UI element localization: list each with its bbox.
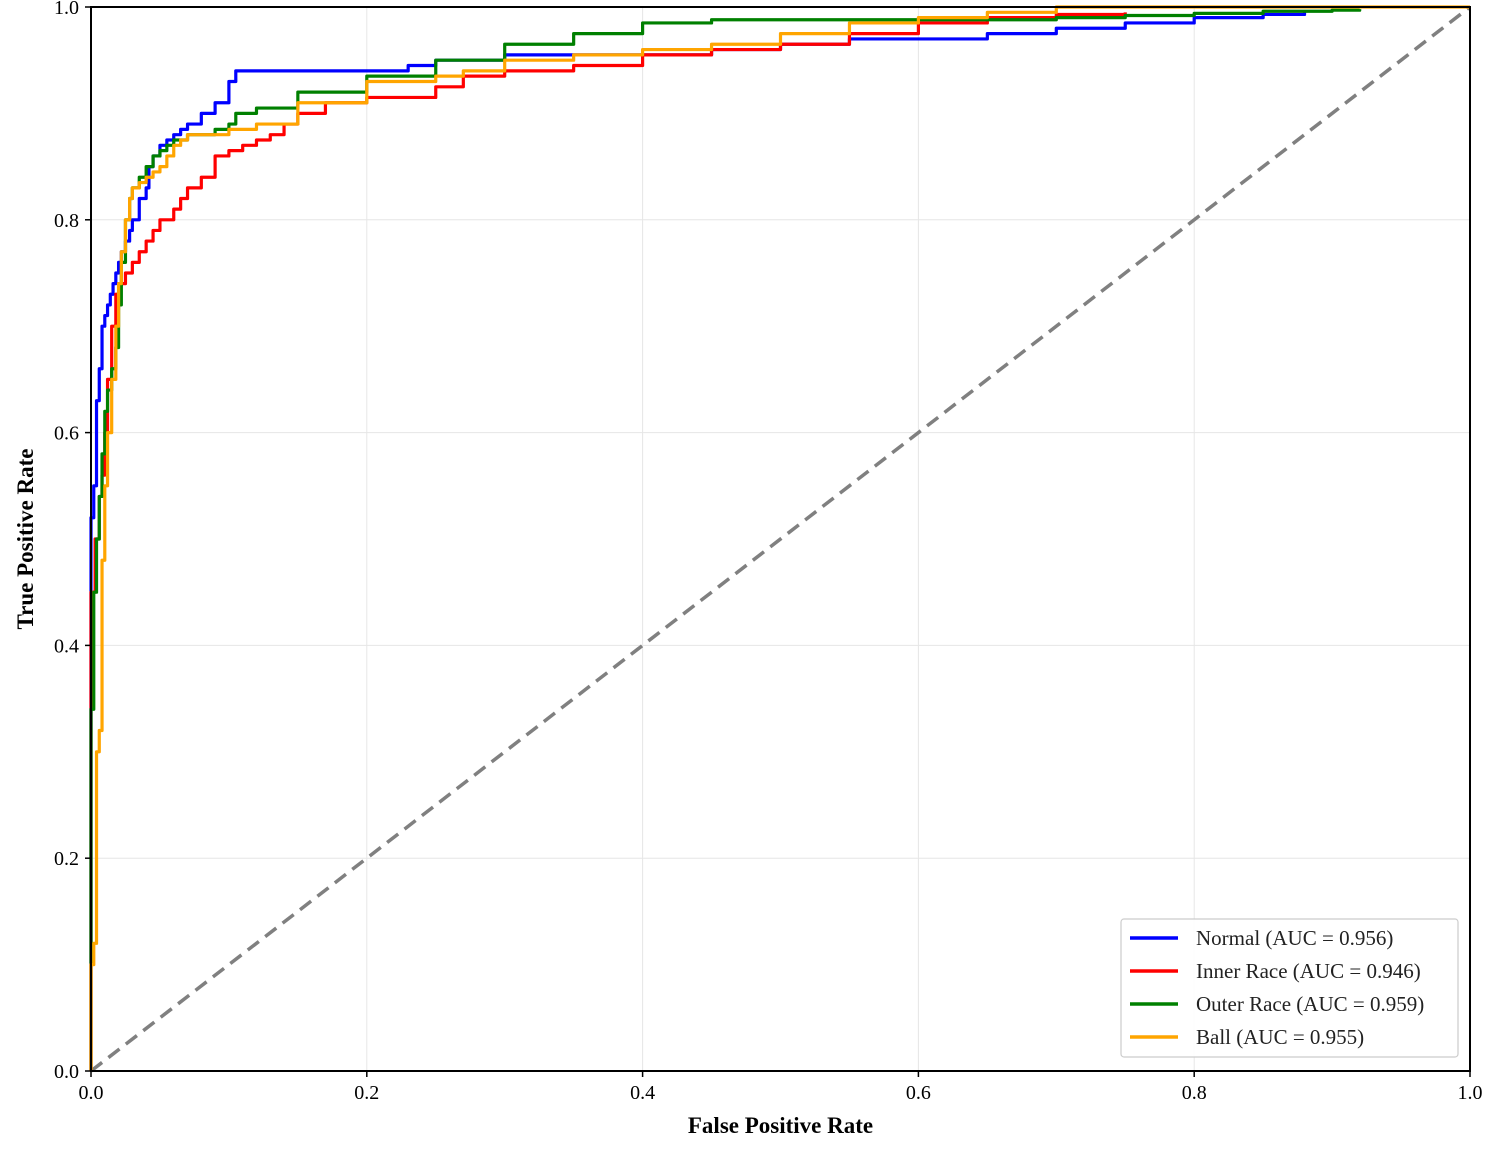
x-tick-label: 0.4 <box>630 1082 655 1104</box>
y-tick-label: 0.4 <box>54 635 79 657</box>
y-tick-label: 1.0 <box>54 0 79 19</box>
y-tick-label: 0.0 <box>54 1061 79 1083</box>
y-tick-label: 0.2 <box>54 848 79 870</box>
y-tick-label: 0.8 <box>54 210 79 232</box>
y-axis-label: True Positive Rate <box>13 449 38 630</box>
plot-frame <box>90 6 1471 1072</box>
series-line-2 <box>89 8 1362 1071</box>
x-tick-label: 0.0 <box>79 1082 104 1104</box>
series-line-1 <box>89 12 1127 1071</box>
x-tick-label: 1.0 <box>1458 1082 1483 1104</box>
legend-entry: Ball (AUC = 0.955) <box>1196 1025 1364 1049</box>
legend-box <box>1120 918 1459 1058</box>
series-line-0 <box>89 12 1307 1071</box>
series-line-3 <box>89 5 1470 1071</box>
legend-entry: Inner Race (AUC = 0.946) <box>1196 959 1421 983</box>
y-tick-label: 0.6 <box>54 423 79 445</box>
legend-entry: Normal (AUC = 0.956) <box>1196 926 1393 950</box>
series-lines <box>89 5 1470 1071</box>
reference-line <box>89 5 1472 1073</box>
x-axis-label: False Positive Rate <box>688 1113 873 1138</box>
legend: Normal (AUC = 0.956) Inner Race (AUC = 0.… <box>1120 918 1459 1058</box>
x-tick-label: 0.2 <box>354 1082 379 1104</box>
x-tick-label: 0.8 <box>1182 1082 1207 1104</box>
reference-diagonal <box>89 5 1472 1073</box>
x-tick-label: 0.6 <box>906 1082 931 1104</box>
legend-entry: Outer Race (AUC = 0.959) <box>1196 992 1424 1016</box>
axis-ticks: 0.0 0.2 0.4 0.6 0.8 1.0 0.0 0.2 0.4 0.6 0.8 1.0 <box>54 0 1483 1104</box>
